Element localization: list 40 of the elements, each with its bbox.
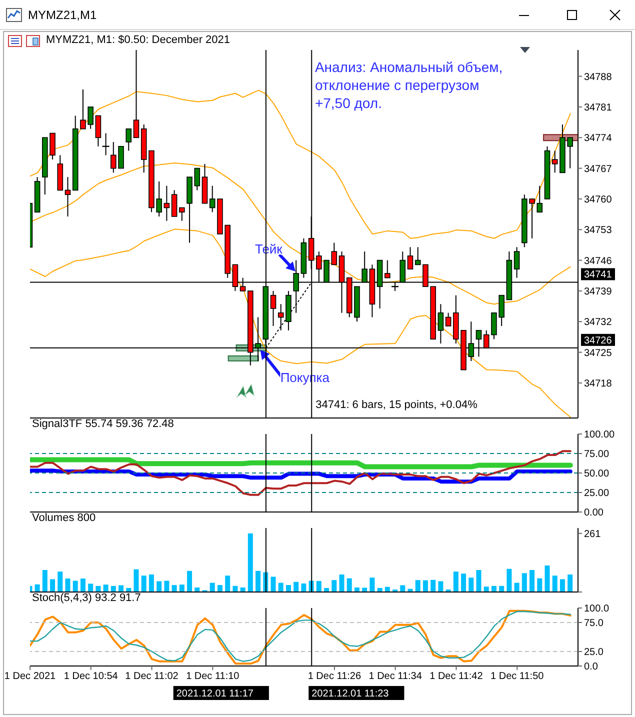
x-tick-label: 1 Dec 11:50 [490,671,544,682]
chart-subtitle: MYMZ21, M1: $0.50: December 2021 [46,34,230,46]
chart-title: Signal3TF 55.74 59.36 72.48 [32,418,174,430]
x-tick-label: 1 Dec 11:26 [308,671,362,682]
annotation: 34741: 6 bars, 15 points, +0.04% [316,399,478,411]
y-tick-label: 34774 [584,133,612,144]
x-tick-label: 1 Dec 10:54 [64,671,118,682]
y-tick-label: 100.0 [584,604,610,615]
chart-title: Volumes 800 [32,512,96,524]
y-tick-label: 34760 [584,194,612,206]
y-tick-label: 75.0 [584,618,604,630]
y-tick-label: 34746 [584,256,612,267]
y-tick-label: 34788 [584,72,612,83]
x-tick-label: 1 Dec 11:42 [430,671,484,682]
y-tick-label: 34781 [584,102,612,114]
y-tick-label: 75.00 [584,449,610,460]
y-tick-label: 0.0 [584,662,598,673]
y-tick-label: 261 [584,528,602,540]
chart-title: Stoch(5,4,3) 93.2 91.7 [32,592,141,604]
chart-title: MYMZ21,M1 [28,8,97,22]
y-tick-label: 34753 [584,225,612,236]
y-tick-label: 100.00 [584,430,616,441]
y-tick-label: 50.00 [584,468,610,480]
y-tick-label: 34767 [584,164,612,175]
x-tick-label: 1 Dec 11:34 [368,671,422,682]
y-tick-label: 25.0 [584,647,604,658]
ref-line-label: 2021.12.01 11:23 [312,688,390,700]
y-tick-label: 34739 [584,286,612,298]
x-tick-label: 1 Dec 11:02 [125,671,179,682]
x-tick-label: 1 Dec 2021 [4,671,56,682]
y-tick-label: 34718 [584,378,612,390]
y-tick-label: 0.00 [584,508,604,519]
ref-line-label: 34741 [584,270,612,281]
x-tick-label: 1 Dec 11:10 [186,671,240,682]
y-tick-label: 25.00 [584,488,610,500]
annotation: Анализ: Аномальный объем, отклонение с перегрузом +7,50 дол. [314,59,503,111]
y-tick-label: 34732 [584,317,612,328]
y-tick-label: 34725 [584,348,612,359]
ref-line-label: 34726 [584,335,612,346]
ref-line-label: 2021.12.01 11:17 [176,688,254,700]
